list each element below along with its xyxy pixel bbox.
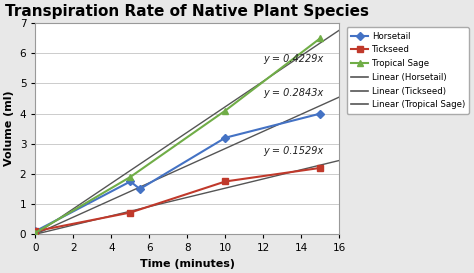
Text: y = 0.1529x: y = 0.1529x	[264, 146, 324, 156]
Tropical Sage	[128, 175, 133, 179]
Tickseed	[33, 230, 38, 233]
Text: y = 0.4229x: y = 0.4229x	[264, 54, 324, 64]
Tickseed	[318, 166, 323, 170]
Horsetail	[137, 187, 143, 191]
Horsetail	[128, 180, 133, 183]
Horsetail	[33, 230, 38, 233]
Tickseed	[222, 180, 228, 183]
Line: Tickseed: Tickseed	[32, 165, 323, 234]
Title: Transpiration Rate of Native Plant Species: Transpiration Rate of Native Plant Speci…	[5, 4, 369, 19]
Tropical Sage	[222, 109, 228, 112]
Line: Tropical Sage: Tropical Sage	[32, 35, 323, 236]
Text: y = 0.2843x: y = 0.2843x	[264, 88, 324, 97]
Y-axis label: Volume (ml): Volume (ml)	[4, 91, 14, 167]
Line: Horsetail: Horsetail	[32, 111, 323, 234]
Legend: Horsetail, Tickseed, Tropical Sage, Linear (Horsetail), Linear (Tickseed), Linea: Horsetail, Tickseed, Tropical Sage, Line…	[346, 27, 469, 114]
Tropical Sage	[33, 231, 38, 235]
Tropical Sage	[318, 37, 323, 40]
Horsetail	[222, 136, 228, 140]
Horsetail	[318, 112, 323, 115]
Tickseed	[128, 211, 133, 214]
X-axis label: Time (minutes): Time (minutes)	[140, 259, 235, 269]
